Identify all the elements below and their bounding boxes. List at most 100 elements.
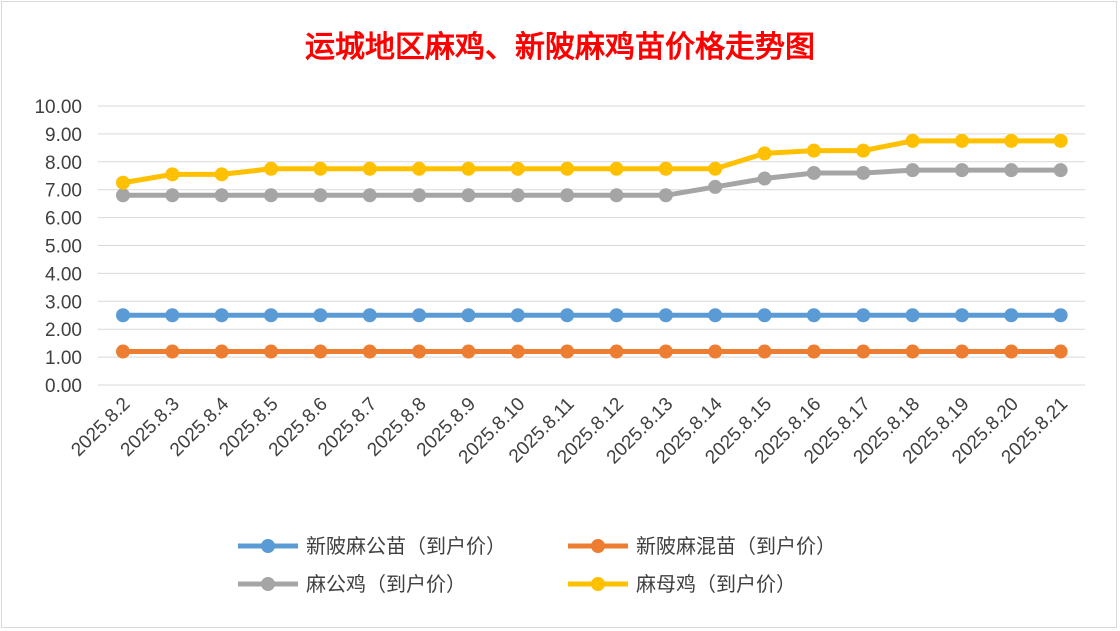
data-point	[214, 344, 229, 359]
y-tick-label: 0.00	[45, 376, 82, 397]
data-point	[1053, 133, 1068, 148]
legend-marker	[591, 539, 605, 553]
data-point	[856, 308, 871, 323]
legend-item: 麻母鸡（到户价）	[568, 572, 796, 596]
data-point	[165, 188, 180, 203]
y-tick-label: 2.00	[45, 320, 82, 341]
data-point	[214, 167, 229, 182]
data-point	[1004, 344, 1019, 359]
legend-marker	[261, 539, 275, 553]
chart-title: 运城地区麻鸡、新陂麻鸡苗价格走势图	[305, 30, 815, 65]
data-point	[116, 308, 130, 323]
y-tick-label: 1.00	[45, 348, 82, 369]
data-point	[461, 308, 476, 323]
legend-label: 新陂麻混苗（到户价）	[636, 534, 836, 558]
data-point	[856, 165, 871, 180]
data-point	[510, 344, 525, 359]
data-point	[1004, 308, 1019, 323]
data-point	[165, 167, 180, 182]
data-point	[609, 344, 624, 359]
data-point	[905, 308, 920, 323]
data-point	[1053, 163, 1068, 178]
data-point	[806, 143, 821, 158]
data-point	[609, 308, 624, 323]
data-point	[1004, 133, 1019, 148]
data-point	[264, 308, 279, 323]
data-point	[264, 188, 279, 203]
data-point	[658, 188, 673, 203]
data-point	[905, 163, 920, 178]
data-point	[905, 344, 920, 359]
y-axis-ticks: 0.00 1.00 2.00 3.00 4.00 5.00 6.00 7.00 8.00 9.00…	[34, 97, 82, 397]
data-point	[954, 344, 969, 359]
series-2	[116, 163, 1068, 203]
data-point	[658, 161, 673, 176]
series-line	[123, 167, 1061, 198]
y-tick-label: 5.00	[45, 237, 82, 258]
data-point	[954, 163, 969, 178]
data-point	[757, 344, 772, 359]
data-point	[313, 188, 328, 203]
data-point	[806, 308, 821, 323]
data-point	[165, 308, 180, 323]
data-point	[412, 344, 427, 359]
legend-item: 麻公鸡（到户价）	[238, 572, 466, 596]
legend-label: 麻母鸡（到户价）	[636, 572, 796, 596]
data-point	[264, 344, 279, 359]
series-1	[116, 344, 1068, 359]
series-lines	[116, 133, 1068, 359]
gridlines	[98, 105, 1085, 386]
legend-item: 新陂麻公苗（到户价）	[238, 534, 506, 558]
data-point	[362, 344, 377, 359]
data-point	[1004, 163, 1019, 178]
data-point	[461, 161, 476, 176]
data-point	[165, 344, 180, 359]
data-point	[609, 188, 624, 203]
data-point	[510, 308, 525, 323]
data-point	[362, 188, 377, 203]
series-line	[122, 138, 1061, 186]
y-tick-label: 9.00	[45, 125, 82, 146]
data-point	[560, 161, 575, 176]
data-point	[510, 161, 525, 176]
series-3	[116, 133, 1068, 190]
data-point	[313, 344, 328, 359]
data-point	[609, 161, 624, 176]
data-point	[264, 161, 279, 176]
data-point	[362, 308, 377, 323]
data-point	[708, 161, 723, 176]
data-point	[560, 188, 575, 203]
data-point	[412, 188, 427, 203]
y-tick-label: 3.00	[45, 292, 82, 313]
data-point	[116, 188, 130, 203]
data-point	[1053, 344, 1068, 359]
data-point	[757, 171, 772, 186]
data-point	[757, 146, 772, 161]
data-point	[214, 308, 229, 323]
data-point	[116, 344, 130, 359]
data-point	[560, 344, 575, 359]
data-point	[954, 308, 969, 323]
data-point	[708, 179, 723, 194]
data-point	[313, 161, 328, 176]
y-tick-label: 8.00	[45, 153, 82, 174]
data-point	[1053, 308, 1068, 323]
data-point	[856, 143, 871, 158]
data-point	[658, 344, 673, 359]
data-point	[510, 188, 525, 203]
data-point	[362, 161, 377, 176]
data-point	[806, 165, 821, 180]
data-point	[757, 308, 772, 323]
data-point	[708, 344, 723, 359]
legend-label: 麻公鸡（到户价）	[306, 572, 466, 596]
data-point	[658, 308, 673, 323]
legend-marker	[591, 577, 605, 591]
data-point	[412, 161, 427, 176]
legend: 新陂麻公苗（到户价） 新陂麻混苗（到户价） 麻公鸡（到户价） 麻母鸡（到户价）	[238, 534, 836, 596]
data-point	[560, 308, 575, 323]
data-point	[461, 188, 476, 203]
data-point	[954, 133, 969, 148]
data-point	[412, 308, 427, 323]
series-0	[116, 308, 1068, 323]
